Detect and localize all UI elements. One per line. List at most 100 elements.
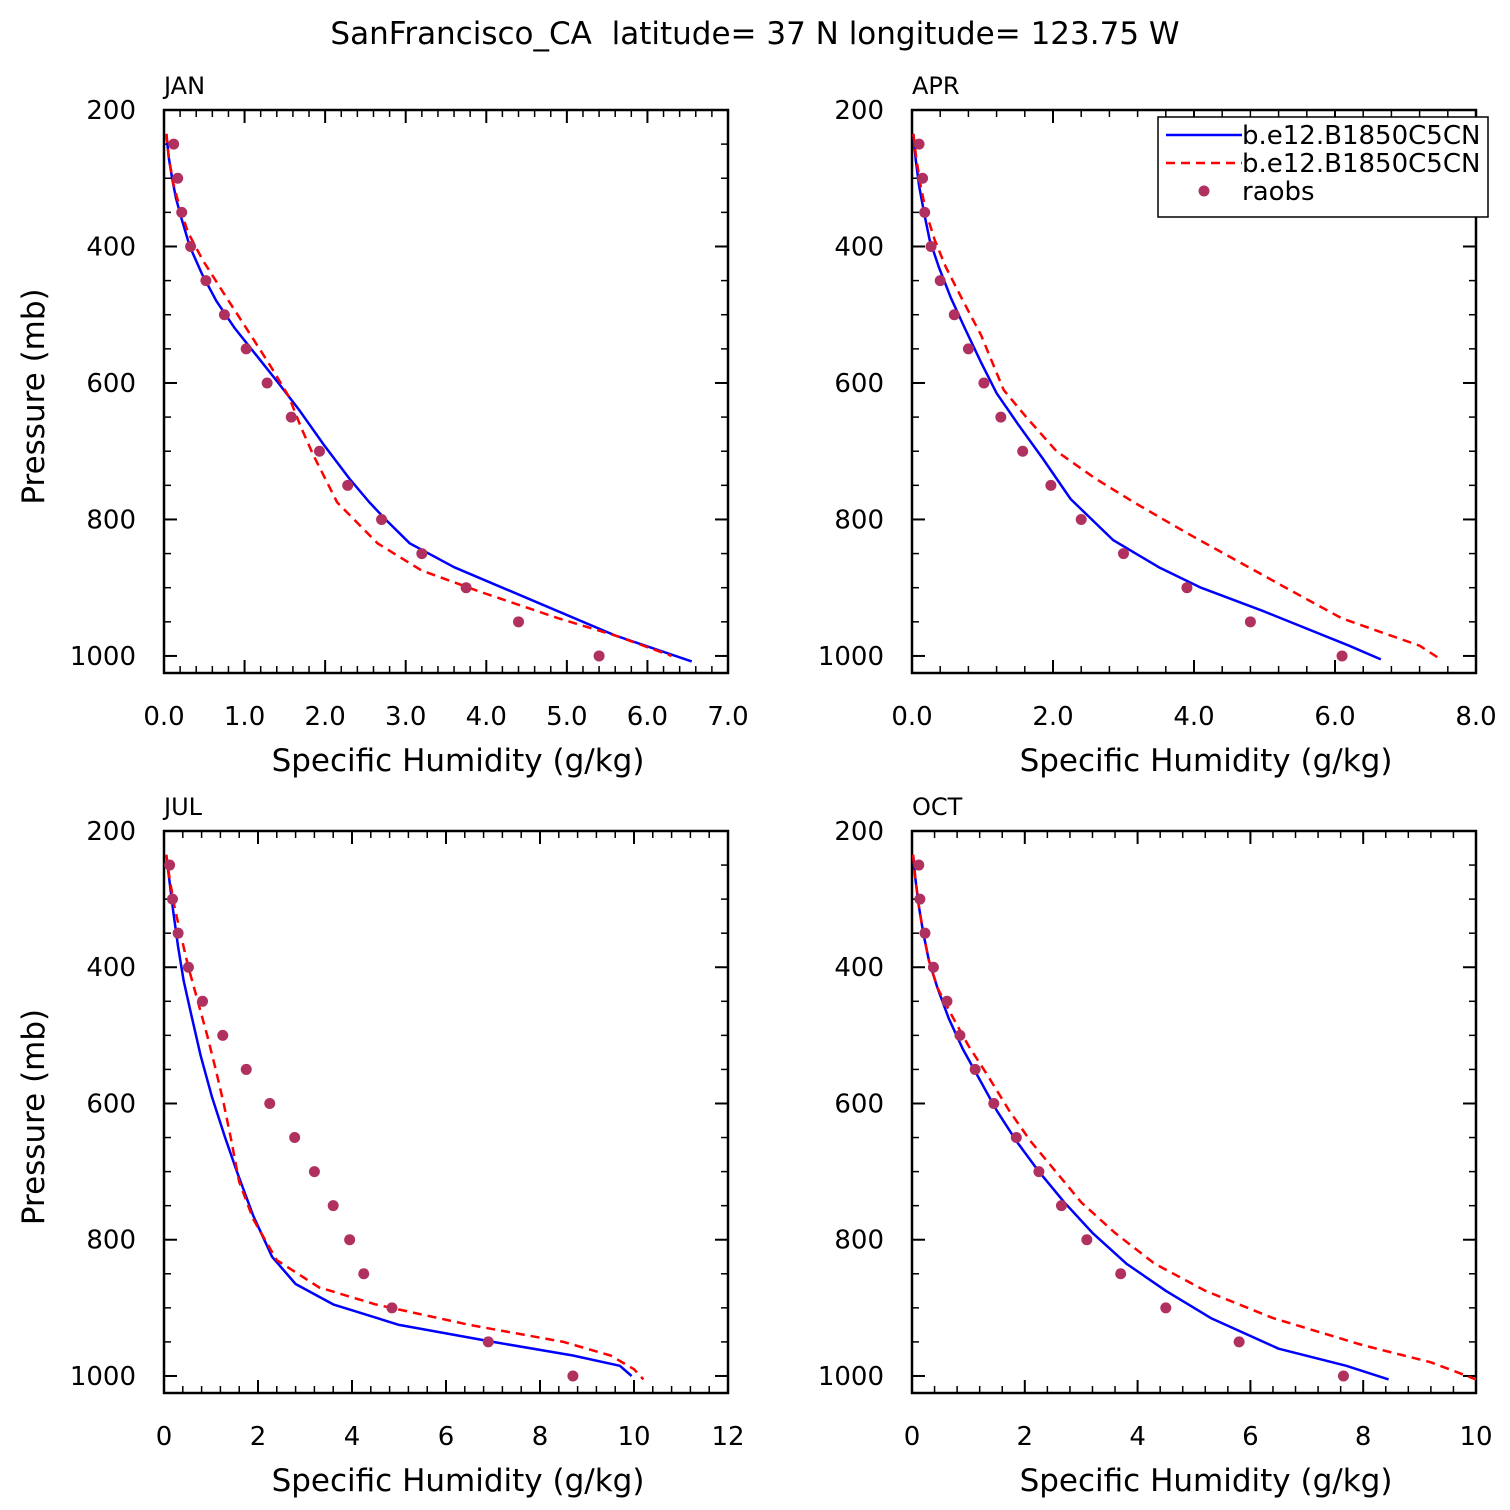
x-tick-label: 6 [1242,1422,1259,1452]
raobs-point [240,1063,252,1075]
panel-apr: APR 0.0 2.0 4.0 6.0 8.0 200 400 600 800 1000 Specif… [818,72,1497,779]
raobs-point [913,138,925,150]
series-line-2 [912,854,1476,1381]
raobs-point [1160,1302,1172,1314]
raobs-point [197,995,209,1007]
raobs-point [995,411,1007,423]
x-tick-label: 4 [1129,1422,1146,1452]
y-axis-label: Pressure (mb) [16,288,52,504]
raobs-point [386,1302,398,1314]
raobs-point [261,377,273,389]
y-tick-label: 400 [834,232,884,262]
raobs-point [1055,1200,1067,1212]
raobs-point [200,275,212,287]
y-tick-label: 800 [86,505,136,535]
raobs-point [1033,1166,1045,1178]
series-group [912,854,1476,1382]
series-line-1 [165,854,633,1377]
x-axis-label: Specific Humidity (g/kg) [272,1463,645,1499]
plot-frame [910,829,1478,1395]
raobs-point [917,172,929,184]
x-tick-label: 6.0 [1314,702,1355,732]
y-tick-label: 800 [834,505,884,535]
x-tick-label: 6 [438,1422,455,1452]
raobs-point [482,1336,494,1348]
y-tick-label: 1000 [818,642,884,672]
raobs-point [1181,582,1193,594]
raobs-point [1337,1370,1349,1382]
y-tick-label: 800 [834,1226,884,1256]
x-tick-label: 7.0 [707,702,748,732]
series-group [165,133,693,663]
x-tick-label: 0.0 [891,702,932,732]
raobs-point [1233,1336,1245,1348]
raobs-point [289,1132,301,1144]
x-tick-label: 5.0 [546,702,587,732]
y-tick-label: 200 [834,817,884,847]
x-tick-label: 4 [344,1422,361,1452]
x-tick-label: 0 [904,1422,921,1452]
figure-title: SanFrancisco_CA latitude= 37 N longitude… [330,16,1179,52]
raobs-point [1336,650,1348,662]
legend-box [1157,116,1489,218]
x-tick-label: 2.0 [304,702,345,732]
raobs-point [376,513,388,525]
panel-title: OCT [912,793,963,821]
raobs-point [185,240,197,252]
y-tick-label: 600 [834,369,884,399]
raobs-point [969,1063,981,1075]
raobs-point [919,927,931,939]
raobs-point [240,343,252,355]
plot-frame [162,829,730,1395]
y-tick-label: 200 [86,96,136,126]
raobs-point [1115,1268,1127,1280]
y-tick-label: 800 [86,1226,136,1256]
raobs-point [978,377,990,389]
raobs-point [513,616,525,628]
raobs-point [1045,479,1057,491]
raobs-point [168,138,180,150]
x-tick-label: 2.0 [1032,702,1073,732]
x-tick-label: 10 [1459,1422,1492,1452]
raobs-point [954,1029,966,1041]
panel-title: JAN [162,72,205,100]
y-tick-label: 1000 [70,1362,136,1392]
x-tick-label: 0 [156,1422,173,1452]
x-tick-label: 0.0 [143,702,184,732]
raobs-point [358,1268,370,1280]
y-tick-label: 200 [834,96,884,126]
series-group [164,854,645,1382]
raobs-point [1017,445,1029,457]
x-tick-label: 10 [617,1422,650,1452]
x-axis-label: Specific Humidity (g/kg) [272,743,645,779]
raobs-point [593,650,605,662]
raobs-point [941,995,953,1007]
y-tick-label: 600 [834,1089,884,1119]
raobs-point [1244,616,1256,628]
x-axis-label: Specific Humidity (g/kg) [1020,1463,1393,1499]
y-tick-label: 600 [86,1089,136,1119]
raobs-point [344,1234,356,1246]
raobs-point [914,893,926,905]
raobs-point [1081,1234,1093,1246]
plot-frame [162,108,730,675]
y-tick-label: 400 [834,953,884,983]
x-tick-label: 2 [1017,1422,1034,1452]
x-tick-label: 8 [532,1422,549,1452]
raobs-point [172,927,184,939]
legend-marker [1198,185,1210,197]
x-tick-label: 4.0 [466,702,507,732]
legend-label: raobs [1242,177,1315,207]
x-tick-label: 3.0 [385,702,426,732]
y-tick-label: 400 [86,232,136,262]
series-line-2 [165,854,645,1381]
x-axis-label: Specific Humidity (g/kg) [1020,743,1393,779]
raobs-point [327,1200,339,1212]
x-tick-label: 6.0 [627,702,668,732]
raobs-point [460,582,472,594]
series-group [912,133,1442,662]
raobs-point [308,1166,320,1178]
panel-jan: JAN 0.0 1.0 2.0 3.0 4.0 5.0 6.0 7.0 200 400 600 800 1… [16,72,749,779]
